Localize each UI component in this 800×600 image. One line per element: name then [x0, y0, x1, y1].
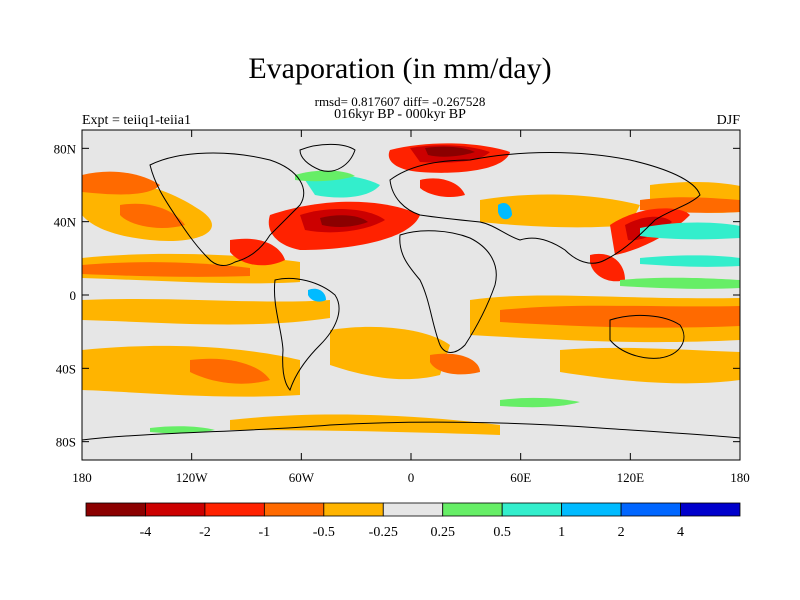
field-region	[82, 262, 250, 277]
colorbar-tick-label: -0.25	[369, 525, 398, 540]
field-region	[320, 215, 368, 227]
lat-tick-label: 0	[70, 288, 77, 303]
field-region	[498, 203, 512, 220]
field-region	[308, 288, 326, 302]
colorbar-swatch	[145, 502, 206, 517]
lat-tick-label: 40S	[56, 361, 76, 376]
latitude-axis: 80N 40N 0 40S 80S	[54, 141, 740, 450]
colorbar-swatch	[501, 502, 563, 517]
colorbar-tick-label: 0.25	[430, 525, 455, 540]
field-region	[295, 170, 355, 182]
coastline-antarctica	[82, 421, 740, 441]
coastline-europe-asia	[389, 152, 701, 264]
longitude-axis: 180 120W 60W 0 60E 120E 180	[72, 130, 750, 485]
map-background	[82, 130, 740, 460]
field-region	[430, 353, 480, 375]
field-region	[500, 397, 580, 408]
colorbar-swatch	[263, 502, 325, 517]
field-region	[82, 298, 330, 325]
colorbar-tick-label: 0.5	[493, 525, 511, 540]
colorbar-swatch	[442, 502, 503, 517]
colorbar-tick-label: 2	[618, 525, 625, 540]
colorbar-swatch	[680, 502, 741, 517]
colorbar-swatch	[204, 502, 265, 517]
lon-tick-label: 0	[408, 470, 415, 485]
field-region	[425, 146, 475, 157]
lon-tick-label: 120W	[176, 470, 209, 485]
lon-tick-label: 60W	[289, 470, 315, 485]
statistics-label: rmsd= 0.817607 diff= -0.267528	[314, 94, 486, 109]
colorbar-tick-label: -1	[259, 525, 271, 540]
colorbar-swatch	[382, 502, 444, 517]
colorbar-tick-label: 4	[677, 525, 684, 540]
colorbar-swatch	[323, 502, 384, 517]
coastline-south-america	[273, 277, 340, 391]
coastline-north-america	[149, 152, 305, 266]
chart-title: Evaporation (in mm/day)	[248, 52, 552, 85]
lat-tick-label: 40N	[54, 215, 77, 230]
colorbar: -4 -2 -1 -0.5 -0.25 0.25 0.5 1 2 4	[85, 502, 741, 540]
field-region	[230, 414, 500, 435]
anomaly-field	[82, 143, 740, 435]
field-region	[420, 178, 465, 198]
lon-tick-label: 120E	[617, 470, 645, 485]
field-region	[590, 253, 625, 282]
colorbar-tick-label: -2	[199, 525, 211, 540]
field-region	[82, 171, 160, 195]
coastline-australia	[609, 315, 685, 359]
coastline-africa	[399, 230, 497, 353]
lat-tick-label: 80S	[56, 435, 76, 450]
lon-tick-label: 180	[730, 470, 750, 485]
coastline-greenland	[299, 143, 356, 172]
colorbar-tick-label: -4	[140, 525, 152, 540]
coastlines	[82, 143, 740, 441]
field-region	[560, 347, 740, 384]
field-region	[500, 305, 740, 328]
field-region	[640, 222, 740, 240]
lon-tick-label: 180	[72, 470, 92, 485]
lon-tick-label: 60E	[510, 470, 531, 485]
field-region	[150, 426, 215, 434]
colorbar-swatch	[85, 502, 146, 517]
field-region	[620, 277, 740, 289]
colorbar-swatch	[561, 502, 622, 517]
colorbar-tick-label: 1	[558, 525, 565, 540]
season-label: DJF	[716, 113, 740, 128]
colorbar-swatch	[620, 502, 681, 517]
lat-tick-label: 80N	[54, 141, 77, 156]
field-region	[190, 358, 270, 384]
experiment-label: Expt = teiiq1-teiia1	[82, 113, 191, 128]
field-region	[480, 194, 640, 228]
field-region	[120, 203, 185, 229]
field-region	[330, 326, 450, 380]
period-label: 016kyr BP - 000kyr BP	[334, 107, 466, 122]
colorbar-tick-label: -0.5	[313, 525, 335, 540]
field-region	[640, 255, 740, 267]
